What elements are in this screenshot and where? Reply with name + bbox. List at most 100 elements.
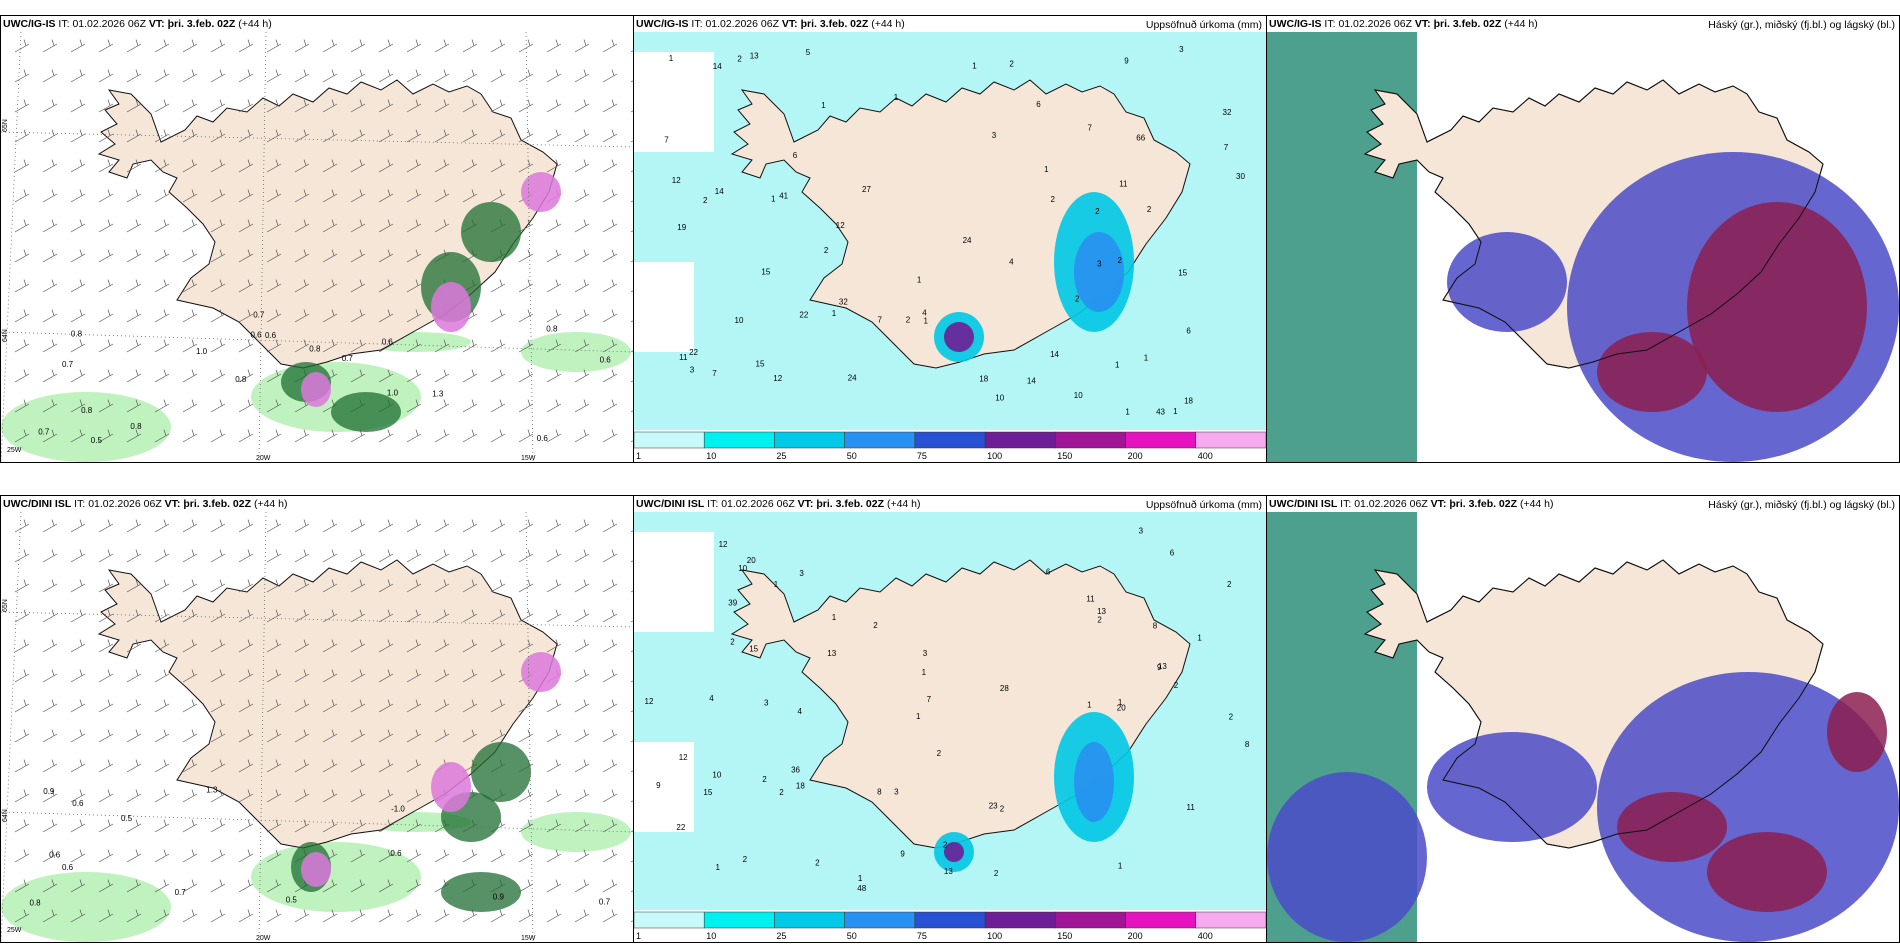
wind-barb (98, 759, 114, 773)
wind-barb (462, 129, 478, 143)
value-label: 48 (857, 884, 866, 893)
wind-barb (518, 219, 534, 233)
value-label: 2 (762, 775, 767, 784)
value-label: 2 (994, 869, 999, 878)
wind-barb (602, 249, 618, 263)
wind-barb (518, 339, 534, 353)
wind-barb (574, 669, 590, 683)
wind-barb (238, 819, 254, 833)
mid-cloud (1267, 772, 1427, 942)
wind-barb (266, 279, 282, 293)
value-label: 14 (1027, 377, 1036, 386)
value-label: 11 (1119, 179, 1128, 188)
wind-barb (434, 729, 450, 743)
wind-barb (14, 699, 30, 713)
wind-barb (294, 99, 310, 113)
wind-barb (350, 729, 366, 743)
value-label: 3 (992, 131, 997, 140)
cloud-map (1267, 32, 1899, 462)
colorbar-tick-label: 50 (847, 931, 857, 941)
wind-barb (210, 699, 226, 713)
wind-barb (602, 699, 618, 713)
wind-barb (266, 99, 282, 113)
wind-barb (266, 699, 282, 713)
wind-barb (210, 909, 226, 923)
wind-barb (210, 669, 226, 683)
wind-barb (42, 69, 58, 83)
wind-barb (266, 159, 282, 173)
colorbar-swatch (984, 911, 1056, 929)
wind-barb (42, 399, 58, 413)
latitude-line (1, 331, 633, 353)
wind-barb (602, 129, 618, 143)
wind-barb (378, 279, 394, 293)
value-label: 2 (1075, 294, 1080, 303)
wind-barb (602, 849, 618, 863)
wind-barb (238, 279, 254, 293)
wind-barb (126, 639, 142, 653)
wind-barb (182, 729, 198, 743)
value-label: 0.6 (62, 863, 74, 872)
wind-barb (238, 909, 254, 923)
value-label: 2 (779, 788, 784, 797)
value-label: 6 (1186, 326, 1191, 335)
value-label: 0.7 (253, 311, 265, 320)
wind-barb (210, 429, 226, 443)
wind-barb (70, 219, 86, 233)
wind-barb (14, 849, 30, 863)
wind-barb (322, 699, 338, 713)
wind-barb (182, 669, 198, 683)
wind-barb (238, 219, 254, 233)
wind-barb (42, 639, 58, 653)
low-cloud (1707, 832, 1827, 912)
wind-barb (14, 219, 30, 233)
wind-barb (182, 159, 198, 173)
wind-barb (434, 129, 450, 143)
wind-barb (574, 579, 590, 593)
wind-barb (98, 309, 114, 323)
wind-barb (70, 69, 86, 83)
wind-barb (350, 759, 366, 773)
wind-barb (546, 99, 562, 113)
wind-barb (210, 399, 226, 413)
wind-barb (266, 639, 282, 653)
wind-barb (574, 219, 590, 233)
wind-barb (574, 39, 590, 53)
value-label: 13 (1158, 662, 1167, 671)
wind-barb (42, 729, 58, 743)
value-label: 0.5 (91, 436, 103, 445)
wind-barb (350, 849, 366, 863)
wind-barb (350, 189, 366, 203)
wind-barb (14, 789, 30, 803)
wind-barb (490, 159, 506, 173)
value-label: 32 (1223, 108, 1232, 117)
value-label: 8 (877, 788, 882, 797)
wind-barb (154, 399, 170, 413)
wind-barb (406, 249, 422, 263)
wind-barb (14, 159, 30, 173)
wind-barb (98, 729, 114, 743)
wind-barb (14, 729, 30, 743)
wind-barb (98, 219, 114, 233)
wind-barb (434, 579, 450, 593)
wind-barb (98, 429, 114, 443)
wind-barb (602, 219, 618, 233)
wind-barb (70, 669, 86, 683)
wind-barb (406, 819, 422, 833)
wind-barb (266, 849, 282, 863)
value-label: 0.9 (43, 787, 55, 796)
wind-barb (98, 369, 114, 383)
wind-barb (322, 669, 338, 683)
wind-barb (14, 579, 30, 593)
low-cloud (1827, 692, 1887, 772)
wind-barb (350, 339, 366, 353)
wind-barb (98, 879, 114, 893)
colorbar-swatch (984, 431, 1056, 449)
colorbar-tick-label: 150 (1057, 931, 1072, 941)
value-label: 9 (656, 781, 661, 790)
value-label: 2 (815, 858, 820, 867)
wind-barb (406, 849, 422, 863)
value-label: 27 (862, 185, 871, 194)
value-label: 1 (1173, 407, 1178, 416)
wind-barb (266, 729, 282, 743)
